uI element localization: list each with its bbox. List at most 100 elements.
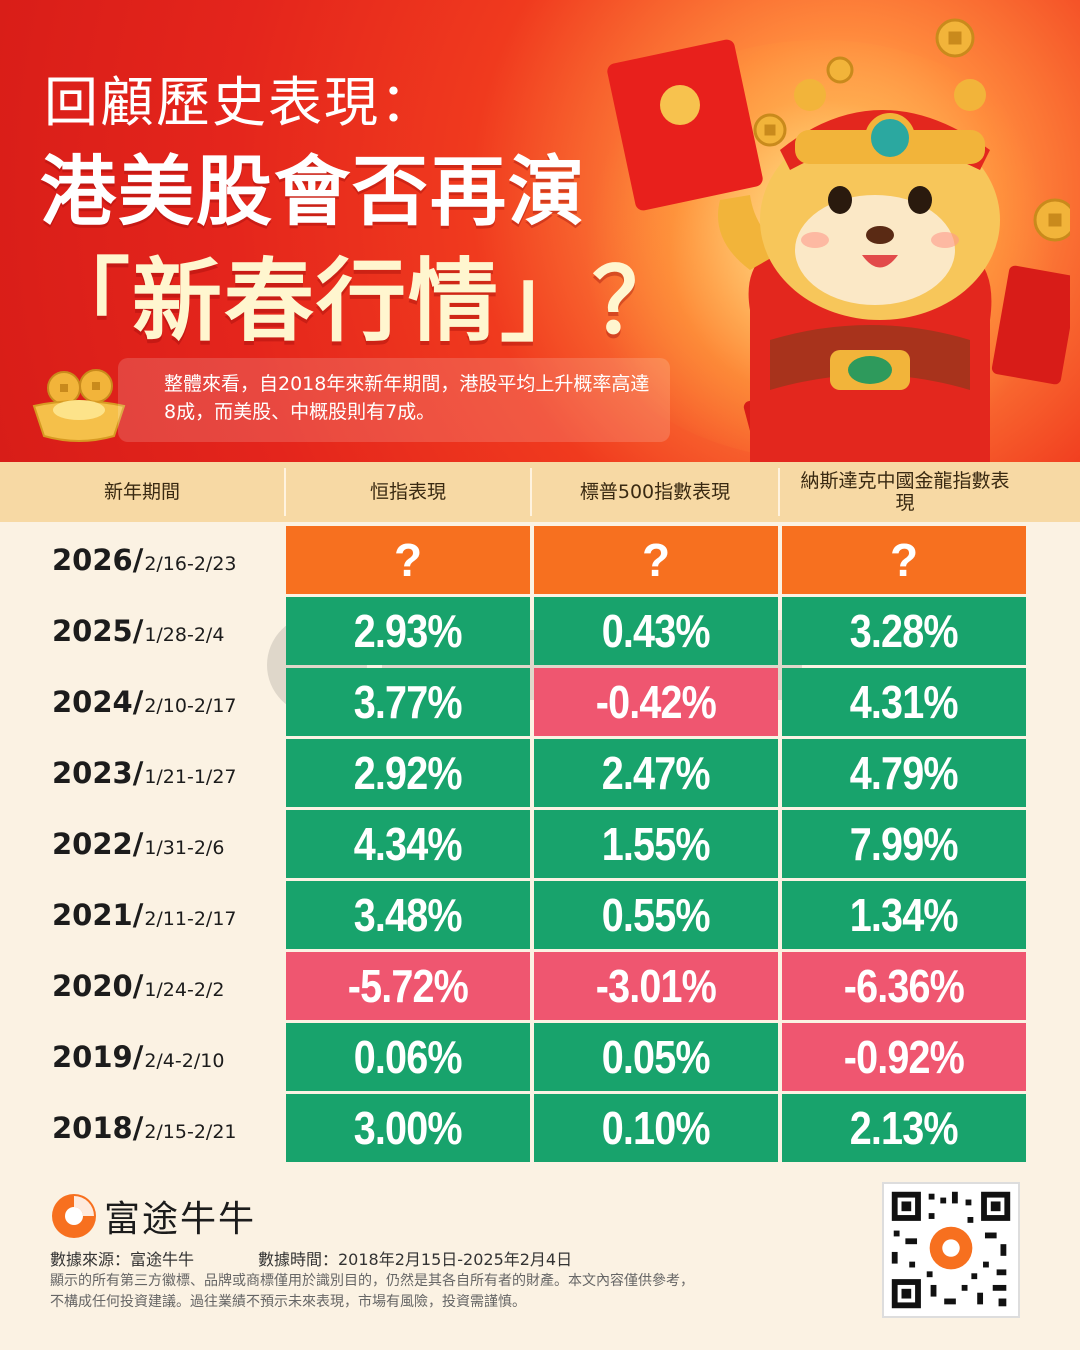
- cell-ndx: -6.36%: [782, 952, 1026, 1020]
- cell-spx: 2.47%: [534, 739, 778, 807]
- row-date-range: 2/15-2/21: [144, 1121, 237, 1143]
- cell-value: 4.31%: [850, 676, 959, 728]
- summary-box: 整體來看，自2018年來新年期間，港股平均上升概率高達8成，而美股、中概股則有7…: [118, 358, 670, 442]
- cell-value: 3.28%: [850, 605, 959, 657]
- row-date-range: 1/31-2/6: [144, 837, 225, 859]
- cell-hsi: 3.77%: [286, 668, 530, 736]
- cell-value: -0.92%: [843, 1031, 965, 1083]
- cell-ndx: -0.92%: [782, 1023, 1026, 1091]
- cell-spx: -3.01%: [534, 952, 778, 1020]
- title-line-2: 港美股會否再演: [40, 147, 586, 236]
- data-source: 數據來源：富途牛牛: [50, 1250, 195, 1269]
- cell-value: 4.34%: [354, 818, 463, 870]
- cell-ndx: 7.99%: [782, 810, 1026, 878]
- cell-hsi: 3.48%: [286, 881, 530, 949]
- cell-value: 7.99%: [850, 818, 959, 870]
- cell-value: 3.48%: [354, 889, 463, 941]
- row-year: 2024/: [52, 685, 144, 719]
- row-date-range: 2/10-2/17: [144, 695, 237, 717]
- row-year: 2021/: [52, 898, 144, 932]
- header-ndx: 納斯達克中國金龍指數表現: [800, 470, 1010, 514]
- cell-value: 3.77%: [354, 676, 463, 728]
- cell-value: 4.79%: [850, 747, 959, 799]
- cell-value: 3.00%: [354, 1102, 463, 1154]
- gold-ingot-icon: [32, 369, 126, 442]
- row-period: 2023/1/21-1/27: [52, 739, 237, 807]
- cell-spx: 0.10%: [534, 1094, 778, 1162]
- title-line-1: 回顧歷史表現：: [44, 71, 436, 134]
- row-date-range: 2/4-2/10: [144, 1050, 225, 1072]
- cell-hsi: 4.34%: [286, 810, 530, 878]
- row-date-range: 2/11-2/17: [144, 908, 237, 930]
- row-period: 2024/2/10-2/17: [52, 668, 237, 736]
- cell-value: 0.05%: [602, 1031, 711, 1083]
- cell-hsi: -5.72%: [286, 952, 530, 1020]
- header-period: 新年期間: [103, 481, 180, 503]
- cell-ndx: 2.13%: [782, 1094, 1026, 1162]
- cell-value: 2.13%: [850, 1102, 959, 1154]
- row-date-range: 1/28-2/4: [144, 624, 225, 646]
- data-period: 數據時間：2018年2月15日-2025年2月4日: [258, 1250, 573, 1269]
- cell-value: 2.47%: [602, 747, 711, 799]
- disclaimer: 顯示的所有第三方徽標、品牌或商標僅用於識別目的，仍然是其各自所有者的財產。本文內…: [50, 1271, 810, 1313]
- cell-value: ?: [889, 534, 919, 586]
- row-year: 2020/: [52, 969, 144, 1003]
- disclaimer-line-2: 不構成任何投資建議。過往業績不預示未來表現，市場有風險，投資需謹慎。: [50, 1294, 526, 1310]
- cell-spx: 0.55%: [534, 881, 778, 949]
- cell-value: 0.06%: [354, 1031, 463, 1083]
- row-year: 2023/: [52, 756, 144, 790]
- cell-spx: ?: [534, 526, 778, 594]
- mascot-illustration: [607, 18, 1070, 462]
- cell-value: 1.55%: [602, 818, 711, 870]
- header-divider: [778, 468, 780, 516]
- cell-value: ?: [393, 534, 423, 586]
- row-period: 2021/2/11-2/17: [52, 881, 237, 949]
- row-period: 2020/1/24-2/2: [52, 952, 224, 1020]
- title-line-3: 「新春行情」？: [40, 249, 684, 354]
- cell-value: -0.42%: [595, 676, 717, 728]
- cell-spx: -0.42%: [534, 668, 778, 736]
- cell-value: 2.92%: [354, 747, 463, 799]
- header-divider: [530, 468, 532, 516]
- row-date-range: 2/16-2/23: [144, 553, 237, 575]
- brand: 富途牛牛: [50, 1190, 256, 1242]
- cell-ndx: 3.28%: [782, 597, 1026, 665]
- cell-value: 0.43%: [602, 605, 711, 657]
- cell-value: 1.34%: [850, 889, 959, 941]
- cell-value: -5.72%: [347, 960, 469, 1012]
- row-year: 2026/: [52, 543, 144, 577]
- cell-hsi: 2.92%: [286, 739, 530, 807]
- row-period: 2026/2/16-2/23: [52, 526, 237, 594]
- table-header: 新年期間 恒指表現 標普500指數表現 納斯達克中國金龍指數表現: [0, 462, 1080, 522]
- cell-hsi: ?: [286, 526, 530, 594]
- cell-value: 0.55%: [602, 889, 711, 941]
- cell-spx: 1.55%: [534, 810, 778, 878]
- cell-value: ?: [641, 534, 671, 586]
- header-divider: [284, 468, 286, 516]
- row-period: 2022/1/31-2/6: [52, 810, 224, 878]
- row-period: 2025/1/28-2/4: [52, 597, 224, 665]
- cell-hsi: 2.93%: [286, 597, 530, 665]
- cell-ndx: 4.31%: [782, 668, 1026, 736]
- header-hsi: 恒指表現: [369, 481, 446, 503]
- row-year: 2025/: [52, 614, 144, 648]
- disclaimer-line-1: 顯示的所有第三方徽標、品牌或商標僅用於識別目的，仍然是其各自所有者的財產。本文內…: [50, 1273, 694, 1289]
- row-date-range: 1/24-2/2: [144, 979, 225, 1001]
- qr-code-icon[interactable]: [882, 1182, 1020, 1318]
- row-period: 2018/2/15-2/21: [52, 1094, 237, 1162]
- cell-hsi: 3.00%: [286, 1094, 530, 1162]
- cell-value: 0.10%: [602, 1102, 711, 1154]
- cell-ndx: ?: [782, 526, 1026, 594]
- gold-coin-icon: [753, 18, 1070, 242]
- cell-spx: 0.05%: [534, 1023, 778, 1091]
- hero-banner: 回顧歷史表現： 港美股會否再演 「新春行情」？: [0, 0, 1080, 462]
- row-year: 2018/: [52, 1111, 144, 1145]
- header-spx: 標普500指數表現: [579, 481, 731, 503]
- cell-value: -3.01%: [595, 960, 717, 1012]
- futu-logo-icon: [52, 1194, 96, 1238]
- row-year: 2022/: [52, 827, 144, 861]
- summary-text: 整體來看，自2018年來新年期間，港股平均上升概率高達8成，而美股、中概股則有7…: [164, 373, 650, 423]
- cell-ndx: 4.79%: [782, 739, 1026, 807]
- brand-name: 富途牛牛: [104, 1199, 257, 1240]
- cell-value: -6.36%: [843, 960, 965, 1012]
